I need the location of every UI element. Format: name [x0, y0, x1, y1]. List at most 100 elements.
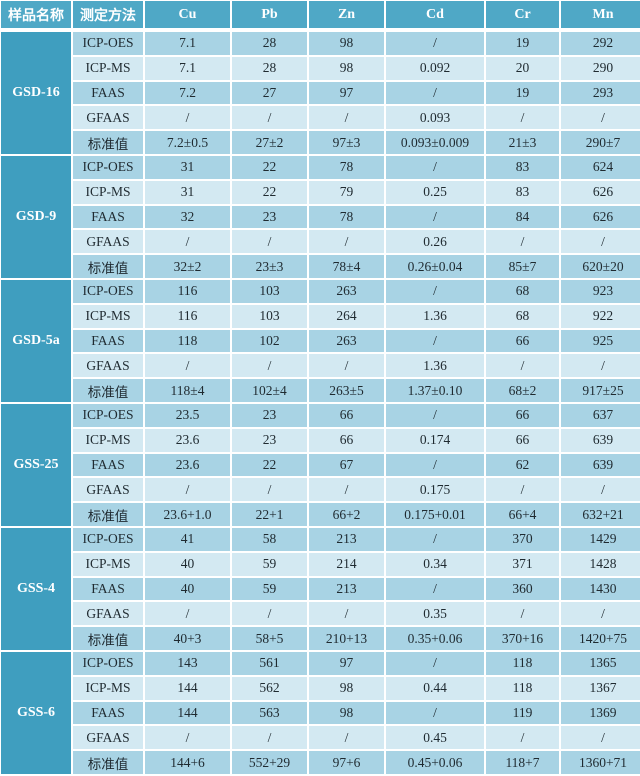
value-cell-cr: 68±2	[486, 379, 559, 402]
table-row: FAAS 118 102 263/66 925	[1, 329, 640, 353]
method-cell: ICP-MS	[73, 304, 143, 328]
value-cell-cr: 66	[486, 428, 559, 452]
value-cell-cu: 118	[145, 329, 230, 353]
value-cell-zn: 78	[309, 205, 384, 229]
value-cell-mn: 1365	[561, 651, 640, 675]
table-row: 标准值 7.2±0.5 27±2 97±3 0.093±0.009 21±3 290±7	[1, 131, 640, 154]
method-cell: GFAAS	[73, 230, 143, 254]
value-cell-pb: 58	[232, 527, 307, 551]
value-cell-zn: 263	[309, 329, 384, 353]
value-cell-cu: /	[145, 230, 230, 254]
table-row: FAAS 23.6 22 67/62 639	[1, 453, 640, 477]
value-cell-pb: 22+1	[232, 503, 307, 526]
value-cell-pb: /	[232, 602, 307, 626]
table-row: ICP-MS 40 59 214 0.34 371 1428	[1, 552, 640, 576]
value-cell-mn: /	[561, 106, 640, 130]
value-cell-pb: /	[232, 230, 307, 254]
value-cell-zn: 263	[309, 279, 384, 303]
value-cell-zn: 97+6	[309, 751, 384, 774]
value-cell-mn: /	[561, 478, 640, 502]
value-cell-cd: 0.174	[386, 428, 484, 452]
value-cell-pb: 103	[232, 304, 307, 328]
table-row: GFAAS / //0.26//	[1, 230, 640, 254]
method-cell: GFAAS	[73, 602, 143, 626]
value-cell-cu: /	[145, 602, 230, 626]
value-cell-mn: 290±7	[561, 131, 640, 154]
value-cell-zn: 78±4	[309, 255, 384, 278]
table-row: FAAS 144 563 98/119 1369	[1, 701, 640, 725]
table-row: GSS-4 ICP-OES 41 58 213/370 1429	[1, 527, 640, 650]
value-cell-zn: 98	[309, 56, 384, 80]
value-cell-cr: 85±7	[486, 255, 559, 278]
table-row: 标准值 118±4 102±4 263±5 1.37±0.10 68±2 917±25	[1, 379, 640, 402]
table-row: FAAS 40 59 213/360 1430	[1, 577, 640, 601]
sample-name-cell: GSD-9	[1, 155, 71, 278]
value-cell-cd: 1.36	[386, 304, 484, 328]
table-row: GFAAS / //0.175//	[1, 478, 640, 502]
value-cell-pb: 59	[232, 552, 307, 576]
value-cell-zn: 66+2	[309, 503, 384, 526]
method-cell: ICP-MS	[73, 180, 143, 204]
value-cell-pb: /	[232, 478, 307, 502]
value-cell-mn: /	[561, 726, 640, 750]
method-cell: 标准值	[73, 503, 143, 526]
value-cell-cd: 0.45	[386, 726, 484, 750]
value-cell-cd: 0.26±0.04	[386, 255, 484, 278]
value-cell-cu: 40+3	[145, 627, 230, 650]
value-cell-cd: 0.175+0.01	[386, 503, 484, 526]
table-row: GFAAS / //0.093//	[1, 106, 640, 130]
value-cell-cd: 0.092	[386, 56, 484, 80]
value-cell-cr: /	[486, 726, 559, 750]
value-cell-cd: /	[386, 403, 484, 427]
column-header-zn: Zn	[309, 1, 384, 28]
value-cell-zn: 213	[309, 527, 384, 551]
method-cell: FAAS	[73, 453, 143, 477]
value-cell-cu: 23.6	[145, 453, 230, 477]
value-cell-mn: 1367	[561, 676, 640, 700]
value-cell-cd: /	[386, 32, 484, 55]
value-cell-cu: /	[145, 478, 230, 502]
value-cell-zn: 67	[309, 453, 384, 477]
value-cell-pb: 23	[232, 205, 307, 229]
value-cell-cd: /	[386, 279, 484, 303]
value-cell-zn: /	[309, 354, 384, 378]
value-cell-cu: /	[145, 354, 230, 378]
value-cell-mn: /	[561, 354, 640, 378]
value-cell-mn: 626	[561, 205, 640, 229]
value-cell-mn: 626	[561, 180, 640, 204]
value-cell-zn: 66	[309, 403, 384, 427]
value-cell-cd: /	[386, 527, 484, 551]
value-cell-zn: 264	[309, 304, 384, 328]
method-cell: FAAS	[73, 81, 143, 105]
value-cell-mn: 1428	[561, 552, 640, 576]
value-cell-mn: 639	[561, 453, 640, 477]
value-cell-cd: /	[386, 577, 484, 601]
method-cell: ICP-OES	[73, 403, 143, 427]
value-cell-cr: 68	[486, 279, 559, 303]
method-cell: ICP-MS	[73, 428, 143, 452]
method-cell: ICP-MS	[73, 676, 143, 700]
column-header-cu: Cu	[145, 1, 230, 28]
value-cell-cd: /	[386, 651, 484, 675]
value-cell-zn: 98	[309, 676, 384, 700]
value-cell-cu: 116	[145, 304, 230, 328]
value-cell-cd: 0.26	[386, 230, 484, 254]
table-row: GFAAS / //0.45//	[1, 726, 640, 750]
value-cell-zn: 98	[309, 701, 384, 725]
column-header-pb: Pb	[232, 1, 307, 28]
value-cell-pb: 22	[232, 155, 307, 179]
value-cell-cu: 40	[145, 577, 230, 601]
method-cell: GFAAS	[73, 726, 143, 750]
value-cell-pb: 22	[232, 180, 307, 204]
table-row: 标准值 40+3 58+5 210+13 0.35+0.06 370+16 1420+75	[1, 627, 640, 650]
method-cell: 标准值	[73, 131, 143, 154]
column-header-mn: Mn	[561, 1, 640, 28]
value-cell-pb: 22	[232, 453, 307, 477]
value-cell-mn: 637	[561, 403, 640, 427]
value-cell-mn: 925	[561, 329, 640, 353]
value-cell-cu: 23.5	[145, 403, 230, 427]
value-cell-mn: /	[561, 602, 640, 626]
value-cell-pb: 102	[232, 329, 307, 353]
value-cell-cu: 23.6	[145, 428, 230, 452]
